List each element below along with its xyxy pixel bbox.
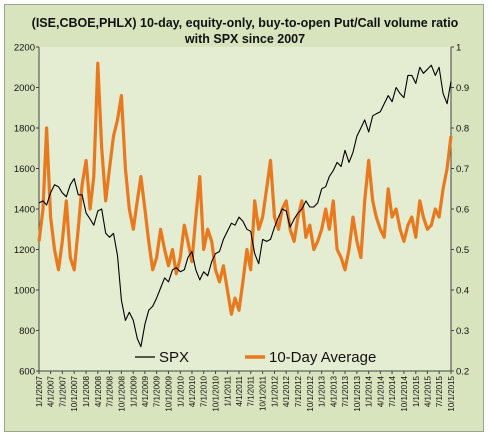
right-tick-label: 0.9 (456, 83, 469, 94)
right-axis: 0.2 0.3 0.4 0.5 0.6 0.7 0.8 0.9 1 (450, 43, 469, 378)
chart-subtitle: with SPX since 2007 (184, 32, 305, 46)
x-tick-label: 7/1/2010 (200, 375, 209, 407)
x-tick-label: 4/1/2007 (47, 375, 56, 407)
x-tick-label: 4/1/2009 (141, 375, 150, 407)
left-tick-label: 800 (19, 326, 35, 337)
right-tick-label: 0.6 (456, 205, 469, 216)
x-tick-label: 7/1/2013 (341, 375, 350, 407)
chart-frame: (ISE,CBOE,PHLX) 10-day, equity-only, buy… (4, 4, 484, 432)
x-tick-label: 10/1/2008 (117, 375, 126, 411)
series-line-10-day-average (37, 61, 453, 316)
plot-area (39, 47, 451, 371)
right-tick-label: 0.2 (456, 367, 469, 378)
x-tick-label: 10/1/2009 (164, 375, 173, 411)
x-tick-label: 4/1/2011 (235, 375, 244, 406)
legend-label-spx: SPX (159, 349, 189, 366)
left-tick-label: 1600 (14, 164, 35, 175)
x-tick-label: 1/1/2013 (318, 375, 327, 407)
series-line-spx (38, 64, 452, 348)
x-tick-label: 7/1/2015 (435, 375, 444, 407)
left-tick-label: 2000 (14, 83, 35, 94)
x-axis: 1/1/2007 4/1/2007 7/1/2007 10/1/2007 1/1/200… (35, 370, 456, 412)
x-tick-label: 1/1/2012 (270, 375, 279, 407)
x-tick-label: 1/1/2014 (365, 375, 374, 407)
x-tick-label: 10/1/2012 (306, 375, 315, 411)
x-tick-label: 4/1/2014 (376, 375, 385, 407)
left-tick-label: 1200 (14, 245, 35, 256)
spx-putcall-chart: (ISE,CBOE,PHLX) 10-day, equity-only, buy… (14, 16, 469, 412)
right-tick-label: 0.3 (456, 326, 469, 337)
x-tick-label: 4/1/2015 (423, 375, 432, 407)
x-tick-label: 10/1/2007 (70, 375, 79, 411)
right-tick-label: 0.8 (456, 124, 469, 135)
x-tick-label: 1/1/2007 (35, 375, 44, 407)
x-tick-label: 7/1/2014 (388, 375, 397, 407)
right-tick-label: 0.4 (456, 286, 469, 297)
x-tick-label: 10/1/2011 (259, 375, 268, 411)
right-tick-label: 1 (456, 43, 461, 54)
left-tick-label: 1000 (14, 286, 35, 297)
x-tick-label: 1/1/2015 (412, 375, 421, 407)
x-tick-label: 7/1/2012 (294, 375, 303, 407)
x-tick-label: 7/1/2007 (58, 375, 67, 407)
left-tick-label: 1800 (14, 124, 35, 135)
x-tick-label: 4/1/2008 (94, 375, 103, 407)
x-tick-label: 10/1/2013 (353, 375, 362, 411)
x-tick-label: 10/1/2014 (400, 375, 409, 411)
x-tick-label: 1/1/2008 (82, 375, 91, 407)
left-tick-label: 600 (19, 367, 35, 378)
x-tick-label: 7/1/2011 (247, 375, 256, 406)
chart-title: (ISE,CBOE,PHLX) 10-day, equity-only, buy… (32, 16, 459, 30)
left-axis: 600 800 1000 1200 1400 1600 1800 2000 2200 (14, 43, 40, 378)
x-tick-label: 1/1/2011 (223, 375, 232, 406)
x-tick-label: 7/1/2009 (153, 375, 162, 407)
left-tick-label: 2200 (14, 43, 35, 54)
legend-label-10-day-average: 10-Day Average (269, 349, 376, 366)
x-tick-label: 1/1/2010 (176, 375, 185, 407)
right-tick-label: 0.7 (456, 164, 469, 175)
legend: SPX 10-Day Average (135, 349, 376, 366)
x-tick-label: 4/1/2013 (329, 375, 338, 407)
right-tick-label: 0.5 (456, 245, 469, 256)
x-tick-label: 10/1/2015 (447, 375, 456, 411)
left-tick-label: 1400 (14, 205, 35, 216)
x-tick-label: 1/1/2009 (129, 375, 138, 407)
x-tick-label: 7/1/2008 (106, 375, 115, 407)
x-tick-label: 10/1/2010 (212, 375, 221, 411)
x-tick-label: 4/1/2010 (188, 375, 197, 407)
x-tick-label: 4/1/2012 (282, 375, 291, 407)
